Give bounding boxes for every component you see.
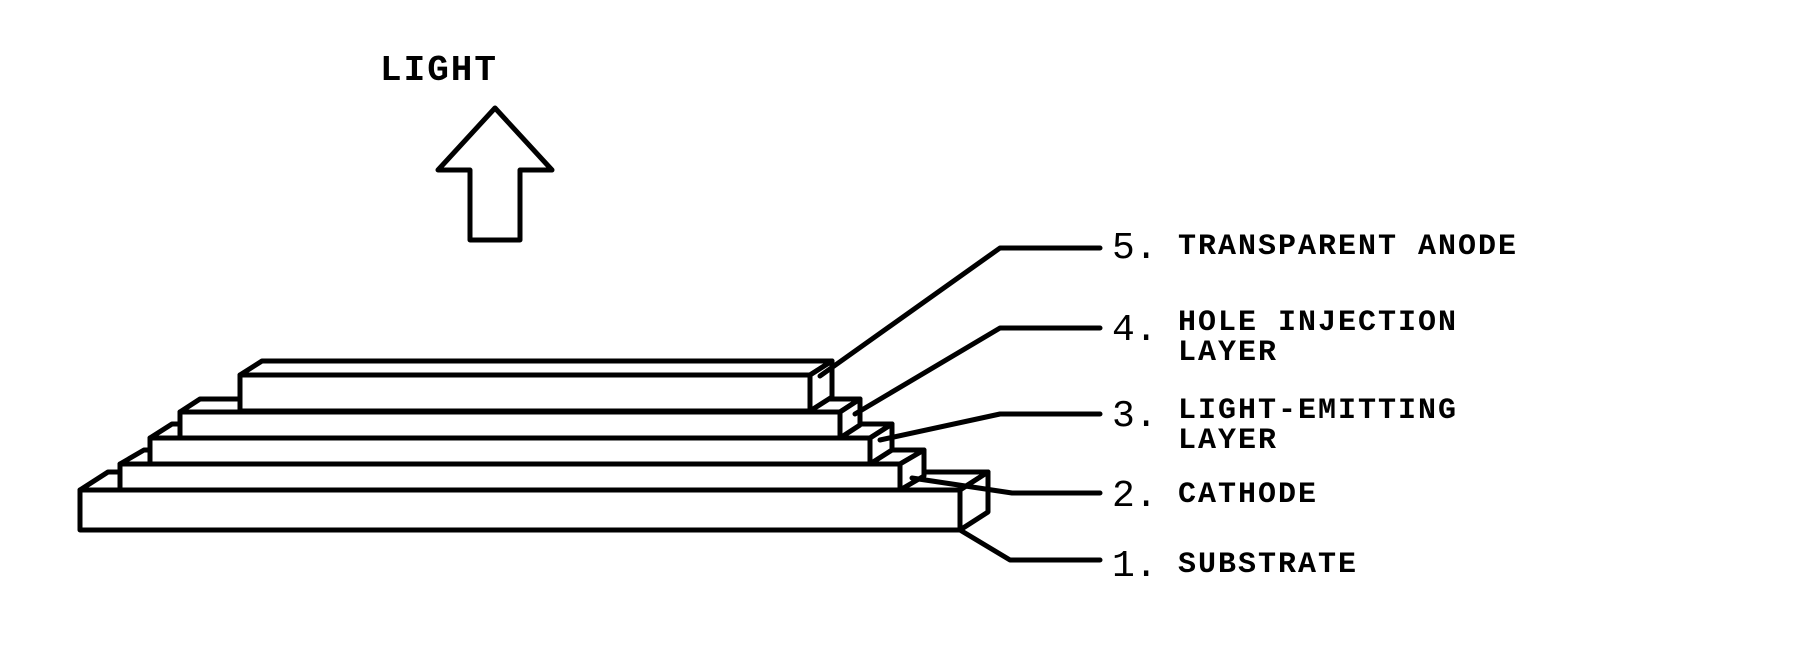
layer-slab-5 <box>240 361 832 411</box>
diagram-root: LIGHT 1. SUBSTRATE 2. CATHODE 3. LIGHT-EMITTI… <box>0 0 1802 653</box>
label-number-1: 1. <box>1112 545 1158 588</box>
leader-line-3 <box>880 414 1100 440</box>
leader-line-5 <box>820 248 1100 376</box>
label-number-2: 2. <box>1112 475 1158 518</box>
label-number-5: 5. <box>1112 227 1158 270</box>
label-text-5: TRANSPARENT ANODE <box>1178 230 1518 264</box>
label-text2-4: LAYER <box>1178 336 1278 370</box>
label-text-2: CATHODE <box>1178 478 1318 512</box>
label-number-4: 4. <box>1112 309 1158 352</box>
label-number-3: 3. <box>1112 395 1158 438</box>
light-arrow <box>438 108 552 240</box>
label-text2-3: LAYER <box>1178 424 1278 458</box>
leader-line-1 <box>960 530 1100 560</box>
layer-stack <box>80 361 988 530</box>
leader-line-4 <box>855 328 1100 414</box>
label-text-1: SUBSTRATE <box>1178 548 1358 582</box>
diagram-title: LIGHT <box>380 50 498 91</box>
labels: 1.SUBSTRATE2.CATHODE3.LIGHT-EMITTINGLAYE… <box>1112 227 1518 588</box>
label-text-3: LIGHT-EMITTING <box>1178 394 1458 428</box>
label-text-4: HOLE INJECTION <box>1178 306 1458 340</box>
